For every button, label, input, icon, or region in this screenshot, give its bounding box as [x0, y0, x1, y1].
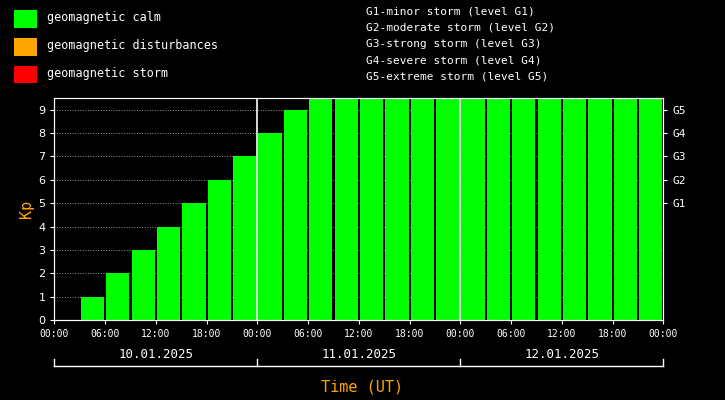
Bar	[182, 203, 206, 320]
Bar	[106, 273, 130, 320]
Bar	[486, 0, 510, 320]
Bar	[14, 38, 37, 56]
Bar	[537, 0, 561, 320]
Bar	[334, 63, 358, 320]
Text: geomagnetic calm: geomagnetic calm	[47, 11, 161, 24]
Text: geomagnetic disturbances: geomagnetic disturbances	[47, 39, 218, 52]
Bar	[385, 16, 409, 320]
Bar	[131, 250, 155, 320]
Text: G2-moderate storm (level G2): G2-moderate storm (level G2)	[366, 22, 555, 32]
Bar	[14, 10, 37, 28]
Bar	[283, 110, 307, 320]
Bar	[512, 0, 536, 320]
Text: 12.01.2025: 12.01.2025	[524, 348, 600, 360]
Bar	[436, 0, 460, 320]
Text: G4-severe storm (level G4): G4-severe storm (level G4)	[366, 55, 542, 65]
Bar	[563, 0, 587, 320]
Text: geomagnetic storm: geomagnetic storm	[47, 67, 168, 80]
Bar	[461, 0, 485, 320]
Bar	[207, 180, 231, 320]
Text: 10.01.2025: 10.01.2025	[118, 348, 194, 360]
Y-axis label: Kp: Kp	[19, 200, 34, 218]
Bar	[309, 86, 333, 320]
Text: G3-strong storm (level G3): G3-strong storm (level G3)	[366, 39, 542, 49]
Bar	[639, 0, 663, 320]
Text: Time (UT): Time (UT)	[321, 379, 404, 394]
Text: G5-extreme storm (level G5): G5-extreme storm (level G5)	[366, 72, 548, 82]
Text: G1-minor storm (level G1): G1-minor storm (level G1)	[366, 6, 535, 16]
Bar	[360, 40, 384, 320]
Bar	[233, 156, 257, 320]
Bar	[258, 133, 282, 320]
Bar	[80, 297, 104, 320]
Bar	[157, 226, 181, 320]
Bar	[588, 0, 612, 320]
Bar	[14, 66, 37, 83]
Bar	[410, 0, 434, 320]
Text: 11.01.2025: 11.01.2025	[321, 348, 397, 360]
Bar	[613, 0, 637, 320]
